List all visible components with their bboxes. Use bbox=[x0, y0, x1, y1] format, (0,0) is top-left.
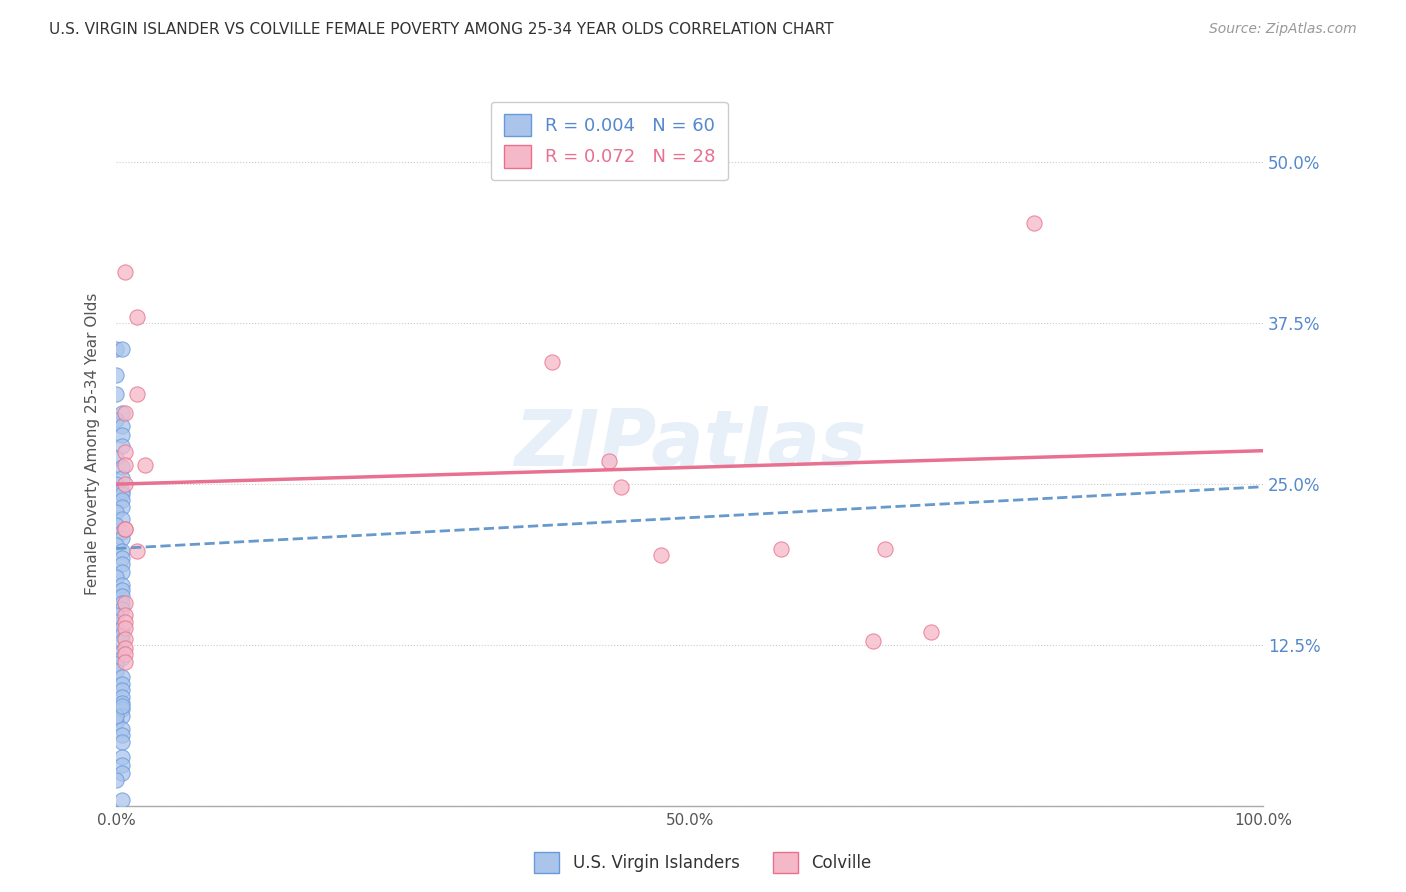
Point bbox=[111, 557, 134, 571]
Point bbox=[134, 458, 156, 472]
Text: Source: ZipAtlas.com: Source: ZipAtlas.com bbox=[1209, 22, 1357, 37]
Point bbox=[111, 728, 134, 742]
Point bbox=[111, 651, 134, 665]
Point bbox=[105, 387, 128, 401]
Point bbox=[114, 477, 136, 491]
Point bbox=[111, 765, 134, 780]
Point bbox=[114, 655, 136, 669]
Point bbox=[770, 541, 793, 556]
Point bbox=[111, 670, 134, 684]
Point bbox=[111, 702, 134, 716]
Point bbox=[111, 492, 134, 507]
Point bbox=[114, 621, 136, 635]
Point bbox=[105, 664, 128, 678]
Point bbox=[111, 550, 134, 565]
Point bbox=[111, 644, 134, 658]
Point bbox=[873, 541, 896, 556]
Point bbox=[114, 265, 136, 279]
Point bbox=[105, 709, 128, 723]
Point bbox=[105, 657, 128, 672]
Point bbox=[105, 368, 128, 382]
Point bbox=[111, 722, 134, 736]
Point bbox=[105, 518, 128, 533]
Point bbox=[111, 750, 134, 764]
Point bbox=[105, 506, 128, 520]
Point bbox=[111, 582, 134, 597]
Point bbox=[111, 342, 134, 356]
Point bbox=[541, 355, 564, 369]
Point bbox=[111, 483, 134, 498]
Point bbox=[111, 709, 134, 723]
Point bbox=[111, 698, 134, 713]
Point bbox=[111, 565, 134, 579]
Legend: R = 0.004   N = 60, R = 0.072   N = 28: R = 0.004 N = 60, R = 0.072 N = 28 bbox=[491, 102, 728, 180]
Point bbox=[598, 454, 620, 468]
Point bbox=[111, 500, 134, 515]
Point bbox=[610, 480, 633, 494]
Point bbox=[111, 544, 134, 558]
Point bbox=[111, 460, 134, 475]
Point bbox=[111, 634, 134, 648]
Point bbox=[114, 522, 136, 536]
Point bbox=[111, 428, 134, 442]
Point bbox=[114, 647, 136, 661]
Legend: U.S. Virgin Islanders, Colville: U.S. Virgin Islanders, Colville bbox=[527, 846, 879, 880]
Point bbox=[111, 792, 134, 806]
Point bbox=[114, 596, 136, 610]
Point bbox=[111, 524, 134, 539]
Point bbox=[114, 458, 136, 472]
Point bbox=[111, 628, 134, 642]
Point bbox=[114, 632, 136, 646]
Point bbox=[650, 548, 672, 562]
Point bbox=[111, 690, 134, 704]
Point bbox=[111, 589, 134, 603]
Point bbox=[111, 531, 134, 545]
Point bbox=[105, 342, 128, 356]
Point bbox=[111, 406, 134, 420]
Point bbox=[114, 522, 136, 536]
Point bbox=[114, 615, 136, 629]
Point bbox=[125, 310, 148, 324]
Point bbox=[105, 538, 128, 552]
Point bbox=[105, 773, 128, 788]
Point bbox=[105, 413, 128, 427]
Point bbox=[105, 570, 128, 584]
Point bbox=[105, 608, 128, 623]
Point bbox=[111, 683, 134, 698]
Point bbox=[114, 406, 136, 420]
Text: ZIPatlas: ZIPatlas bbox=[513, 406, 866, 482]
Point bbox=[111, 757, 134, 772]
Point bbox=[111, 577, 134, 591]
Point bbox=[111, 471, 134, 485]
Point bbox=[111, 602, 134, 616]
Point bbox=[111, 676, 134, 690]
Point bbox=[105, 715, 128, 730]
Point bbox=[111, 596, 134, 610]
Point bbox=[920, 625, 942, 640]
Point bbox=[1022, 216, 1045, 230]
Point bbox=[105, 477, 128, 491]
Point bbox=[125, 387, 148, 401]
Point bbox=[862, 634, 884, 648]
Point bbox=[111, 487, 134, 501]
Point bbox=[111, 419, 134, 434]
Point bbox=[114, 640, 136, 655]
Point bbox=[114, 608, 136, 623]
Point bbox=[111, 621, 134, 635]
Point bbox=[111, 696, 134, 710]
Point bbox=[105, 615, 128, 629]
Y-axis label: Female Poverty Among 25-34 Year Olds: Female Poverty Among 25-34 Year Olds bbox=[86, 293, 100, 595]
Point bbox=[125, 544, 148, 558]
Point bbox=[111, 439, 134, 453]
Point bbox=[114, 445, 136, 459]
Point bbox=[111, 734, 134, 748]
Point bbox=[105, 451, 128, 466]
Text: U.S. VIRGIN ISLANDER VS COLVILLE FEMALE POVERTY AMONG 25-34 YEAR OLDS CORRELATIO: U.S. VIRGIN ISLANDER VS COLVILLE FEMALE … bbox=[49, 22, 834, 37]
Point bbox=[111, 512, 134, 526]
